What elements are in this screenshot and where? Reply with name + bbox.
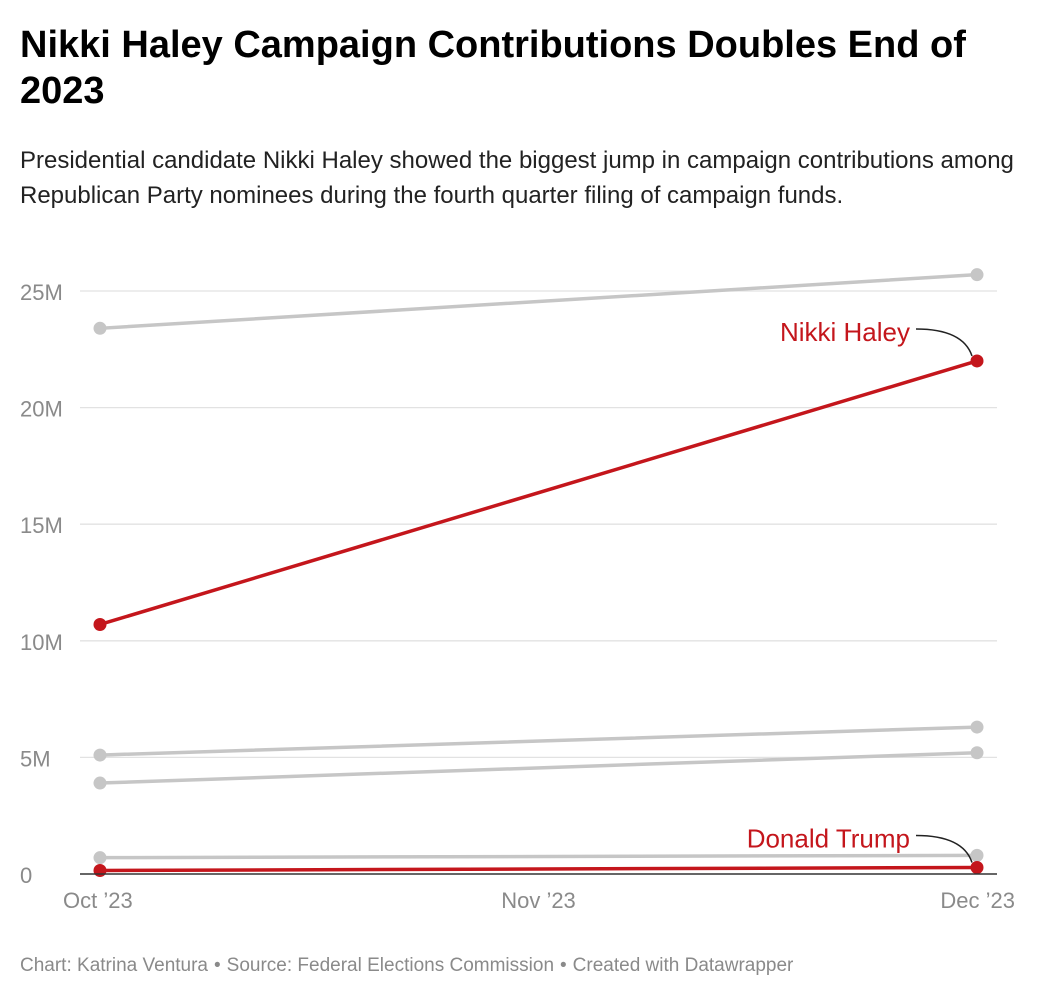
y-tick-label: 25M	[20, 280, 63, 305]
footer-separator: •	[214, 955, 221, 976]
series-line	[98, 853, 979, 860]
x-tick-label: Nov ’23	[501, 888, 576, 913]
data-point	[93, 617, 107, 631]
line-chart: 0 5M 10M 15M 20M 25M Oct ’23 Nov ’23 Dec ’23 Nikk…	[20, 268, 1015, 913]
source-note: Source: Federal Elections Commission	[226, 955, 555, 976]
data-point	[970, 268, 984, 282]
data-point	[970, 860, 984, 874]
x-tick-label: Dec ’23	[940, 888, 1015, 913]
data-point	[970, 746, 984, 760]
x-tick-label: Oct ’23	[63, 888, 133, 913]
y-tick-label: 5M	[20, 746, 51, 771]
series-line	[98, 725, 979, 757]
data-point	[93, 321, 107, 335]
data-point	[93, 851, 107, 865]
data-point	[970, 354, 984, 368]
y-tick-label: 15M	[20, 513, 63, 538]
y-tick-label: 20M	[20, 397, 63, 422]
tool-credit: Created with Datawrapper	[572, 955, 794, 976]
label-connector	[915, 834, 973, 863]
series-line	[98, 359, 979, 627]
series-label: Nikki Haley	[780, 317, 910, 347]
data-point	[970, 720, 984, 734]
chart-credit: Chart: Katrina Ventura	[20, 955, 208, 976]
footer-separator: •	[560, 955, 567, 976]
chart-subtitle: Presidential candidate Nikki Haley showe…	[20, 147, 1014, 209]
data-point	[93, 864, 107, 878]
series-label: Donald Trump	[747, 823, 910, 853]
series-line	[98, 272, 979, 331]
y-tick-label: 10M	[20, 630, 63, 655]
data-point	[970, 848, 984, 862]
label-connector	[915, 328, 973, 357]
chart-title: Nikki Haley Campaign Contributions Doubl…	[20, 24, 966, 112]
series-line	[98, 750, 979, 785]
data-point	[93, 776, 107, 790]
y-tick-label: 0	[20, 863, 32, 888]
data-point	[93, 748, 107, 762]
chart-footer: Chart: Katrina Ventura • Source: Federal E…	[20, 955, 793, 977]
series-line	[98, 865, 979, 873]
